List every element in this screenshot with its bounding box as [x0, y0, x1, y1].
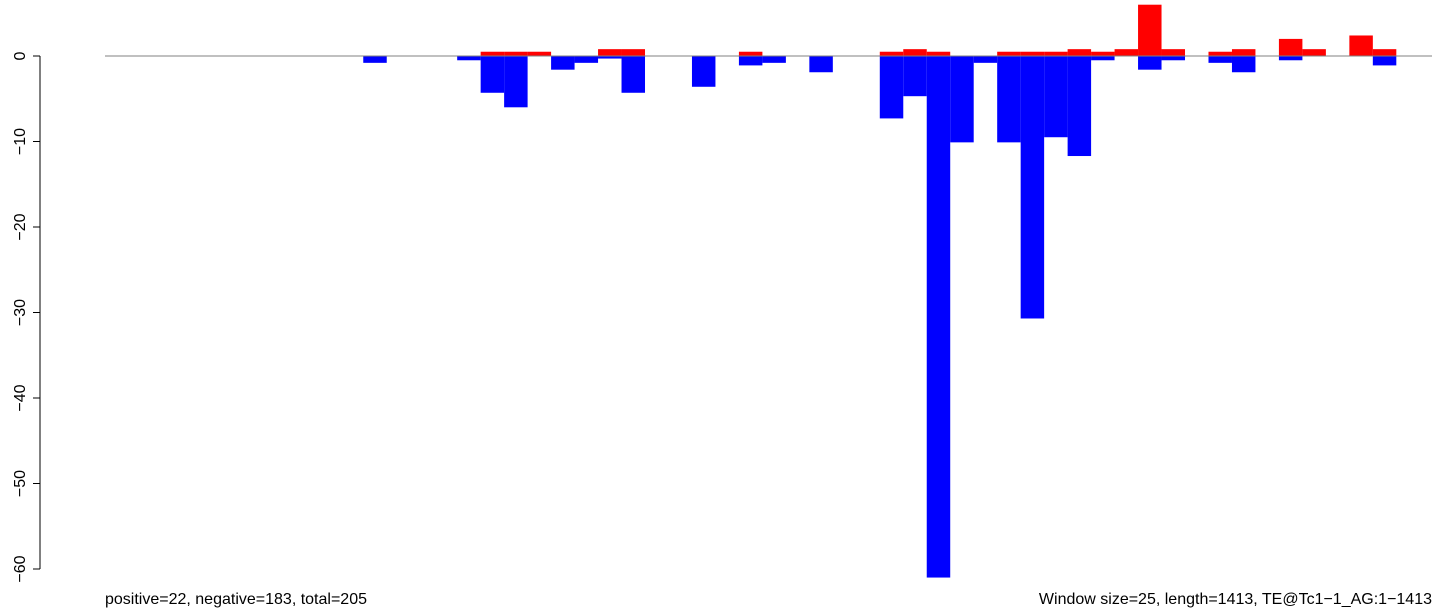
- positive-bar: [1231, 49, 1256, 56]
- negative-bar: [762, 56, 786, 63]
- y-tick-label: −30: [12, 299, 29, 326]
- positive-bar: [1138, 4, 1162, 56]
- negative-bar: [973, 56, 998, 63]
- positive-bar: [926, 51, 951, 56]
- negative-bar: [1091, 56, 1115, 61]
- negative-bar: [738, 56, 763, 66]
- positive-bar: [997, 51, 1021, 56]
- negative-bar: [574, 56, 599, 63]
- positive-bar: [504, 51, 528, 56]
- y-tick-label: −10: [12, 128, 29, 155]
- positive-bar: [1349, 35, 1373, 56]
- negative-bar: [1231, 56, 1256, 73]
- negative-bar: [1372, 56, 1397, 66]
- positive-bar: [1020, 51, 1045, 56]
- positive-bar: [879, 51, 904, 56]
- negative-bar: [621, 56, 646, 93]
- negative-bar: [1020, 56, 1045, 319]
- negative-bar: [1067, 56, 1092, 157]
- y-axis: 0 −10 −20 −30 −40 −50 −60: [12, 51, 41, 583]
- negative-bar: [997, 56, 1021, 143]
- positive-bar: [1114, 49, 1139, 56]
- negative-bar: [903, 56, 927, 97]
- y-tick-label: −40: [12, 384, 29, 411]
- positive-bar: [738, 51, 763, 56]
- y-tick-label: −60: [12, 555, 29, 582]
- negative-bar: [1044, 56, 1068, 138]
- y-tick-label: −50: [12, 470, 29, 497]
- negative-bar: [1278, 56, 1303, 61]
- negative-bar: [950, 56, 974, 143]
- positive-bar: [1067, 49, 1092, 56]
- negative-bar: [480, 56, 505, 93]
- positive-bar: [1161, 49, 1186, 56]
- positive-bar: [598, 49, 622, 56]
- positive-bars: [480, 4, 1397, 56]
- positive-bar: [480, 51, 505, 56]
- positive-bar: [1302, 49, 1326, 56]
- negative-bar: [926, 56, 951, 578]
- positive-bar: [1091, 51, 1115, 56]
- positive-bar: [903, 49, 927, 56]
- negative-bar: [879, 56, 904, 119]
- counts-annotation: positive=22, negative=183, total=205: [105, 591, 367, 608]
- y-tick-label: −20: [12, 213, 29, 240]
- negative-bars: [363, 56, 1397, 578]
- positive-bar: [1372, 49, 1397, 56]
- positive-bar: [527, 51, 552, 56]
- negative-bar: [1138, 56, 1162, 70]
- negative-bar: [363, 56, 387, 63]
- y-tick-label: 0: [12, 51, 29, 60]
- positive-bar: [1278, 38, 1303, 56]
- negative-bar: [691, 56, 716, 87]
- negative-bar: [1208, 56, 1232, 63]
- positive-bar: [1044, 51, 1068, 56]
- window-info-annotation: Window size=25, length=1413, TE@Tc1−1_AG…: [1039, 591, 1432, 608]
- negative-bar: [809, 56, 833, 73]
- negative-bar: [457, 56, 481, 61]
- negative-bar: [598, 56, 622, 59]
- negative-bar: [1161, 56, 1186, 61]
- negative-bar: [504, 56, 528, 108]
- positive-bar: [621, 49, 646, 56]
- negative-bar: [551, 56, 575, 70]
- positive-bar: [1208, 51, 1232, 56]
